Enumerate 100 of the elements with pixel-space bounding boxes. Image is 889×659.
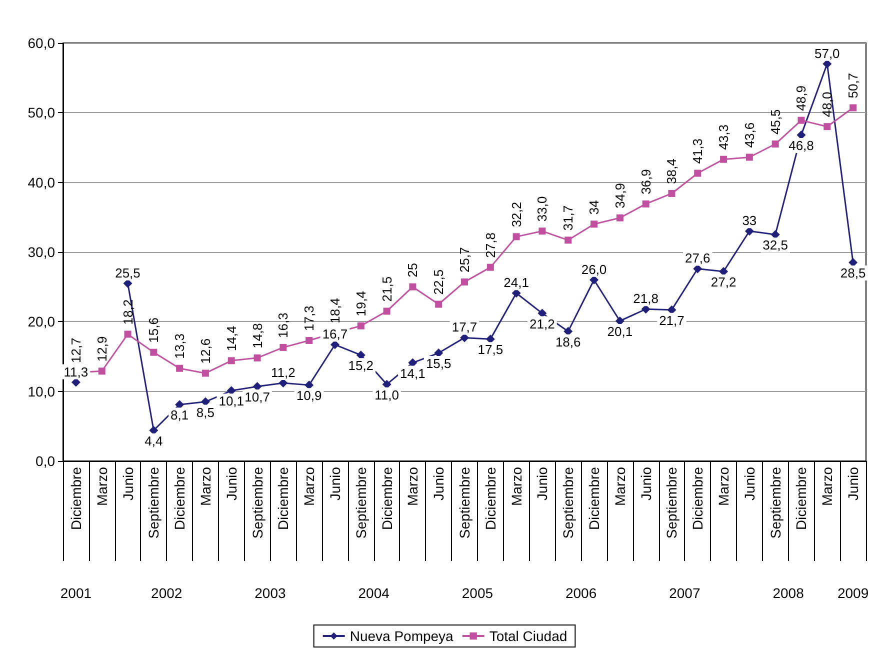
y-tick-label: 40,0	[28, 174, 56, 190]
data-label: 24,1	[504, 275, 529, 290]
point	[746, 154, 753, 161]
data-label: 14,1	[400, 366, 426, 381]
text: 2007	[669, 585, 700, 601]
text: 2004	[358, 585, 390, 601]
point	[306, 336, 313, 344]
data-label: 38,4	[664, 158, 680, 184]
x-tick-label: Marzo	[94, 466, 110, 506]
data-label: 17,5	[478, 342, 504, 358]
data-label: 19,4	[353, 291, 368, 316]
y-tick-label: 0,0	[36, 453, 56, 469]
x-tick-label: Junio	[430, 466, 447, 500]
data-label: 34,9	[612, 183, 628, 208]
point	[202, 370, 209, 377]
x-tick-label: Junio	[223, 466, 240, 500]
x-tick-label: Marzo	[612, 466, 628, 506]
x-tick-label: Diciembre	[690, 466, 706, 530]
data-label: 16,7	[322, 326, 348, 342]
data-label: 26,0	[581, 262, 607, 277]
data-label: 21,7	[659, 312, 684, 328]
data-label: 10,9	[296, 388, 322, 404]
x-tick-label: Marzo	[301, 466, 318, 506]
x-tick-label: Septiembre	[767, 466, 784, 539]
point	[538, 228, 546, 235]
point	[254, 354, 261, 362]
data-label: 31,7	[560, 205, 576, 231]
x-tick-label: Diciembre	[586, 466, 602, 530]
point	[824, 123, 831, 130]
y-tick-label: 60,0	[28, 35, 56, 51]
x-tick-label: Marzo	[197, 466, 214, 506]
x-tick-label: Septiembre	[249, 466, 266, 539]
data-label: 14,4	[224, 326, 239, 352]
data-label: 28,5	[840, 265, 866, 280]
data-label: 57,0	[814, 46, 840, 61]
data-label: 18,4	[327, 298, 342, 324]
data-label: 15,5	[426, 356, 452, 372]
data-label: 11,3	[64, 364, 88, 380]
data-label: 27,6	[684, 250, 710, 266]
x-tick-label: Diciembre	[68, 466, 84, 530]
point	[798, 116, 805, 124]
data-label: 12,6	[198, 338, 213, 364]
text: 2009	[837, 585, 869, 601]
x-tick-label: Septiembre	[456, 466, 472, 539]
x-tick-label: Diciembre	[793, 466, 810, 530]
data-label: 27,2	[710, 274, 736, 290]
text: 2002	[151, 585, 182, 601]
data-label: 22,5	[431, 269, 446, 295]
point	[228, 357, 235, 364]
data-label: 18,2	[120, 299, 136, 325]
point	[850, 104, 857, 112]
data-label: 25	[405, 262, 420, 278]
data-label: 21,2	[530, 316, 555, 332]
x-tick-label: Diciembre	[275, 466, 292, 530]
data-label: 16,3	[276, 312, 291, 338]
x-tick-label: Diciembre	[172, 466, 188, 530]
point	[564, 236, 572, 244]
data-label: 33,0	[534, 196, 550, 222]
data-label: 48,0	[820, 92, 835, 118]
point	[435, 300, 442, 308]
point	[668, 190, 676, 197]
x-tick-label: Marzo	[508, 466, 524, 506]
data-label: 32,5	[762, 238, 788, 253]
point	[616, 214, 624, 222]
x-tick-label: Septiembre	[664, 466, 680, 539]
data-label: 21,8	[633, 291, 658, 306]
point	[409, 283, 416, 290]
data-label: 46,8	[788, 138, 814, 153]
point	[720, 156, 728, 163]
text: 2003	[254, 585, 286, 601]
text: 2005	[462, 585, 494, 601]
y-tick-label: 10,0	[28, 383, 56, 400]
data-label: 21,5	[379, 276, 394, 302]
data-label: 15,6	[146, 318, 162, 343]
data-label: 33	[742, 213, 757, 228]
data-label: 12,7	[68, 338, 84, 364]
x-tick-label: Septiembre	[352, 466, 369, 539]
data-label: 41,3	[690, 138, 706, 164]
point	[642, 200, 650, 208]
x-tick-label: Junio	[534, 466, 550, 500]
point	[357, 322, 364, 330]
text: 2008	[772, 585, 804, 601]
data-label: 4,4	[144, 433, 163, 448]
data-label: 18,6	[555, 334, 581, 350]
legend-label: Total Ciudad	[489, 628, 568, 644]
text: 2001	[60, 585, 92, 601]
point	[486, 264, 494, 271]
x-tick-label: Marzo	[819, 466, 836, 506]
data-label: 11,0	[374, 387, 399, 402]
data-label: 25,7	[457, 247, 472, 272]
data-label: 8,5	[196, 404, 215, 420]
data-label: 8,1	[170, 408, 189, 423]
point	[772, 140, 779, 148]
point	[512, 233, 520, 240]
data-label: 25,5	[115, 265, 140, 280]
legend-label: Nueva Pompeya	[350, 628, 454, 644]
data-label: 43,6	[742, 122, 757, 148]
data-label: 32,2	[508, 202, 524, 228]
point	[590, 220, 598, 228]
data-label: 11,2	[271, 364, 296, 380]
